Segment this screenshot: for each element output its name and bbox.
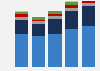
Bar <box>15 11 28 12</box>
Bar <box>82 3 95 6</box>
Bar <box>65 11 78 29</box>
Bar <box>48 34 62 67</box>
Bar <box>32 20 45 21</box>
Bar <box>82 0 95 3</box>
Bar <box>65 29 78 67</box>
Bar <box>48 16 62 19</box>
Bar <box>65 5 78 8</box>
Bar <box>32 24 45 36</box>
Bar <box>15 20 28 34</box>
Bar <box>65 8 78 11</box>
Bar <box>15 14 28 17</box>
Bar <box>15 12 28 14</box>
Bar <box>82 26 95 67</box>
Bar <box>32 17 45 20</box>
Bar <box>32 21 45 24</box>
Bar <box>48 11 62 14</box>
Bar <box>65 1 78 2</box>
Bar <box>48 19 62 34</box>
Bar <box>15 34 28 67</box>
Bar <box>15 17 28 20</box>
Bar <box>32 36 45 67</box>
Bar <box>48 14 62 16</box>
Bar <box>65 2 78 5</box>
Bar <box>82 6 95 26</box>
